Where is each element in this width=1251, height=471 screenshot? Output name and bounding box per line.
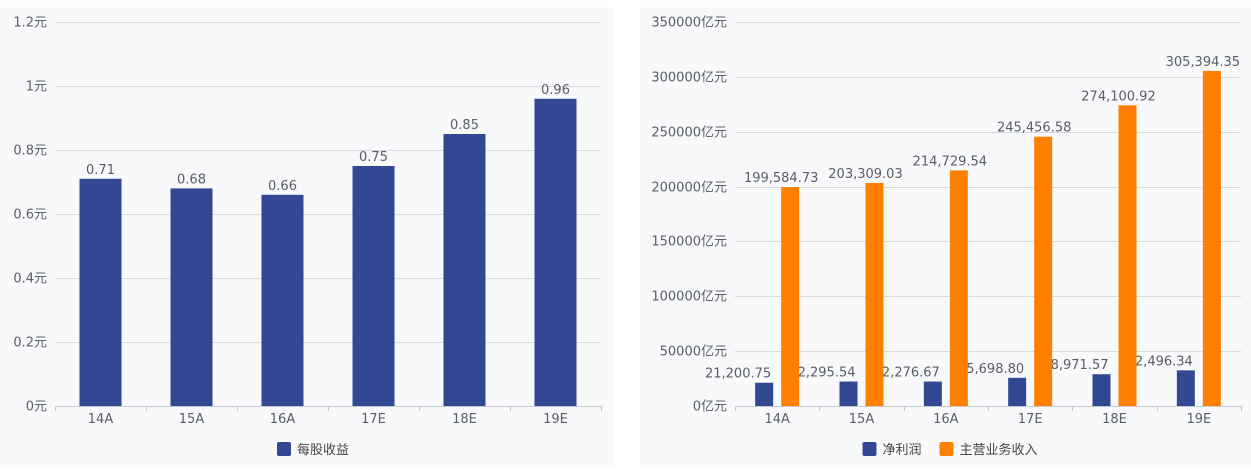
chart-background <box>640 7 1251 468</box>
net-profit-value-label-18e: 28,971.57 <box>1042 358 1108 373</box>
y-tick-label: 150000亿元 <box>651 235 727 250</box>
eps-bar-18e <box>443 134 486 406</box>
x-tick-label-19e: 19E <box>1186 412 1211 427</box>
revenue-bar-15a <box>865 182 884 406</box>
eps-value-label-15a: 0.68 <box>177 172 206 187</box>
eps-chart-panel: 0元 0.2元 0.4元 0.6元 0.8元 1元 1.2元 14A 15A 16A 17E 18E 1… <box>0 0 615 471</box>
legend-swatch-net-profit[interactable] <box>862 442 877 456</box>
x-tick-label-18e: 18E <box>1102 412 1127 427</box>
profit-revenue-chart: 0亿元 50000亿元 100000亿元 150000亿元 200000亿元 250000… <box>640 7 1251 468</box>
net-profit-value-label-14a: 21,200.75 <box>705 367 771 382</box>
eps-chart: 0元 0.2元 0.4元 0.6元 0.8元 1元 1.2元 14A 15A 16A 17E 18E 1… <box>0 7 615 468</box>
y-tick-label: 250000亿元 <box>651 126 727 141</box>
y-tick-label: 0亿元 <box>693 400 727 415</box>
eps-bar-15a <box>170 188 213 406</box>
y-tick-label: 0元 <box>26 400 47 415</box>
eps-bar-17e <box>352 166 395 406</box>
legend-item-eps[interactable]: 每股收益 <box>277 442 349 458</box>
profit-revenue-chart-panel: 0亿元 50000亿元 100000亿元 150000亿元 200000亿元 250000… <box>640 0 1251 471</box>
net-profit-value-label-19e: 32,496.34 <box>1127 354 1193 369</box>
revenue-bar-14a <box>781 187 800 406</box>
revenue-value-label-17e: 245,456.58 <box>997 121 1071 136</box>
revenue-bar-18e <box>1118 105 1137 407</box>
x-tick-label-16a: 16A <box>933 412 959 427</box>
y-tick-label: 100000亿元 <box>651 290 727 305</box>
net-profit-value-label-17e: 25,698.80 <box>958 362 1024 377</box>
y-tick-label: 1元 <box>26 80 47 95</box>
revenue-value-label-18e: 274,100.92 <box>1081 89 1155 104</box>
legend-label-net-profit[interactable]: 净利润 <box>883 443 922 458</box>
legend: 每股收益 <box>277 442 349 458</box>
net-profit-bar-14a <box>755 382 774 406</box>
x-tick-label-17e: 17E <box>361 412 386 427</box>
legend-item-revenue[interactable]: 主营业务收入 <box>939 442 1038 458</box>
y-tick-label: 50000亿元 <box>660 345 727 360</box>
revenue-value-label-16a: 214,729.54 <box>913 154 987 169</box>
net-profit-bar-19e <box>1176 370 1195 406</box>
x-tick-label-14a: 14A <box>88 412 114 427</box>
x-tick-label-15a: 15A <box>179 412 205 427</box>
legend-item-net-profit[interactable]: 净利润 <box>862 442 922 458</box>
revenue-value-label-15a: 203,309.03 <box>828 167 902 182</box>
legend-label-revenue[interactable]: 主营业务收入 <box>960 442 1038 458</box>
net-profit-value-label-16a: 22,276.67 <box>874 366 940 381</box>
y-tick-label: 300000亿元 <box>651 71 727 86</box>
eps-value-label-17e: 0.75 <box>359 150 388 165</box>
y-tick-label: 0.6元 <box>13 208 47 223</box>
revenue-bar-17e <box>1034 136 1053 406</box>
eps-value-label-16a: 0.66 <box>268 179 297 194</box>
net-profit-bar-18e <box>1092 374 1111 406</box>
net-profit-bar-15a <box>839 381 858 406</box>
eps-bar-14a <box>79 178 122 406</box>
eps-bar-19e <box>534 98 577 407</box>
eps-bar-16a <box>261 194 304 406</box>
revenue-bar-16a <box>949 170 968 406</box>
y-tick-label: 0.4元 <box>13 272 47 287</box>
y-tick-label: 0.8元 <box>13 144 47 159</box>
x-tick-label-19e: 19E <box>543 412 568 427</box>
x-tick-label-17e: 17E <box>1018 412 1043 427</box>
eps-value-label-19e: 0.96 <box>541 83 570 98</box>
x-tick-label-14a: 14A <box>764 412 790 427</box>
legend-label-eps[interactable]: 每股收益 <box>297 442 349 458</box>
net-profit-bar-16a <box>923 381 942 406</box>
x-tick-label-16a: 16A <box>270 412 296 427</box>
y-tick-label: 350000亿元 <box>651 16 727 31</box>
y-tick-label: 0.2元 <box>13 336 47 351</box>
net-profit-bar-17e <box>1008 377 1027 406</box>
y-tick-label: 200000亿元 <box>651 181 727 196</box>
y-tick-label: 1.2元 <box>13 16 47 31</box>
net-profit-value-label-15a: 22,295.54 <box>789 366 855 381</box>
revenue-value-label-19e: 305,394.35 <box>1166 55 1240 70</box>
x-tick-label-15a: 15A <box>849 412 875 427</box>
legend: 净利润 主营业务收入 <box>862 442 1038 458</box>
eps-value-label-18e: 0.85 <box>450 118 479 133</box>
eps-value-label-14a: 0.71 <box>86 163 115 178</box>
legend-swatch-eps[interactable] <box>277 442 291 456</box>
revenue-value-label-14a: 199,584.73 <box>744 171 818 186</box>
x-tick-label-18e: 18E <box>452 412 477 427</box>
revenue-bar-19e <box>1202 70 1221 406</box>
legend-swatch-revenue[interactable] <box>939 442 954 456</box>
